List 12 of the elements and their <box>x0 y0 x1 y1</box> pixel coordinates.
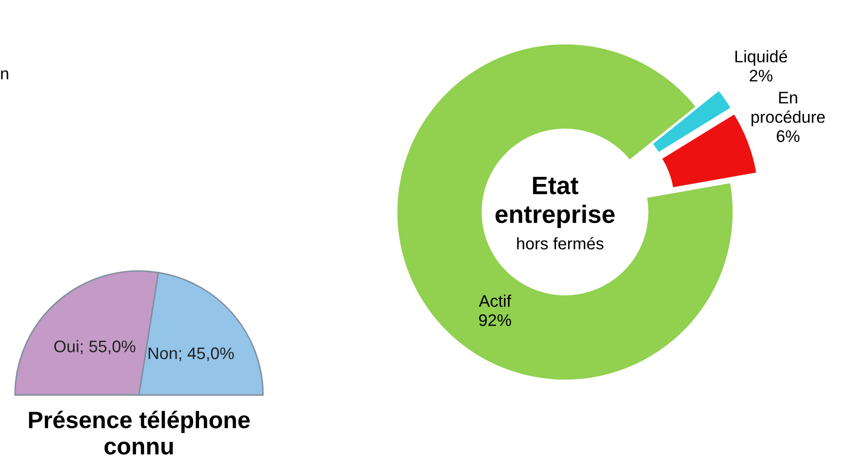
slice-label: Actif <box>478 294 512 307</box>
data-label: 92% <box>479 314 512 326</box>
slice-label: En procédure <box>752 92 825 126</box>
text: Présence téléphone connu <box>29 410 250 455</box>
slice-label: Non; 45,0% <box>148 347 234 362</box>
data-label: 6% <box>776 130 800 142</box>
slice-label: Liquidé <box>735 50 788 66</box>
slice-label: Oui; 55,0% <box>54 340 136 354</box>
text: n <box>1 70 8 80</box>
data-label: 2% <box>750 70 772 82</box>
text: hors fermés <box>517 237 604 250</box>
text: Etat entreprise <box>496 176 615 228</box>
